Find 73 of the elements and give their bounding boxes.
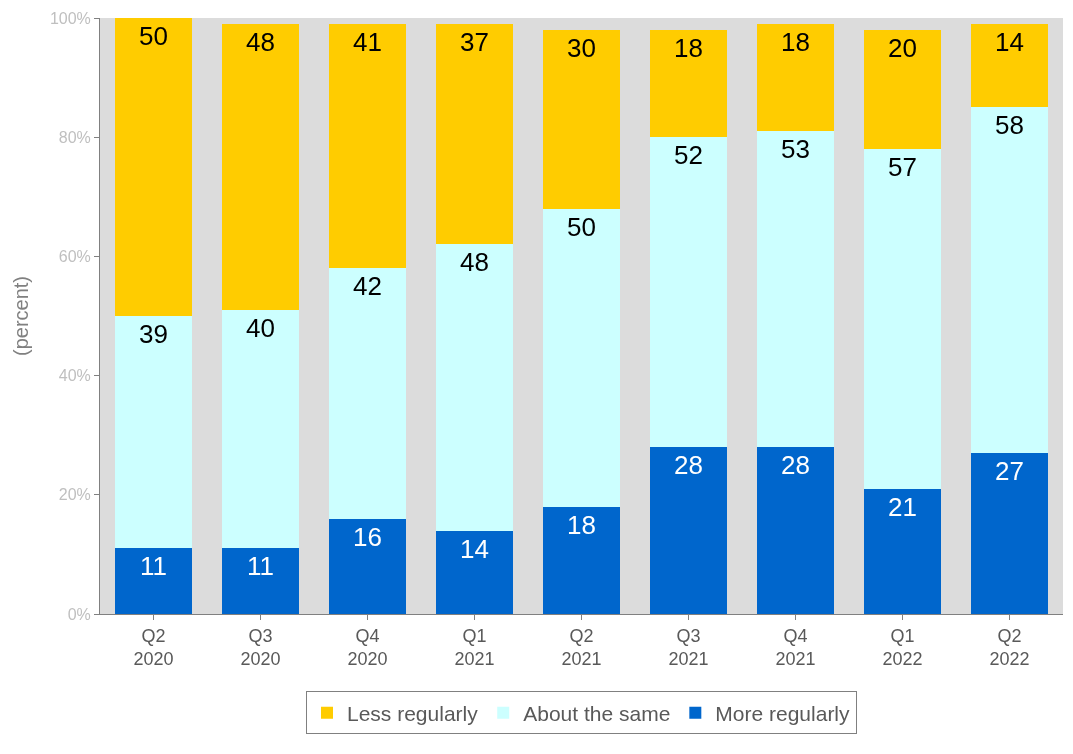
data-label: 50 [567, 211, 596, 242]
data-label: 20 [888, 32, 917, 63]
data-label: 11 [140, 551, 167, 582]
legend-label: About the same [523, 701, 671, 725]
data-label: 28 [781, 450, 810, 481]
bar [114, 548, 193, 614]
data-label: 11 [247, 551, 274, 582]
data-label: 14 [995, 26, 1024, 57]
data-label: 48 [460, 247, 489, 278]
bar [649, 137, 728, 448]
y-tick-label: 40% [58, 367, 91, 385]
bar [542, 506, 621, 614]
bar [863, 488, 942, 614]
x-tick-label: Q2 2021 [561, 625, 602, 669]
data-label: 39 [139, 319, 168, 349]
data-label: 41 [353, 26, 382, 57]
x-tick-label: Q1 2021 [454, 625, 495, 669]
bar [328, 518, 407, 614]
bar [221, 23, 300, 311]
data-label: 18 [567, 509, 596, 540]
bar [221, 548, 300, 614]
data-label: 14 [460, 533, 489, 564]
x-tick-label: Q4 2020 [347, 625, 388, 669]
data-label: 52 [674, 140, 703, 171]
bar [756, 447, 835, 614]
bar [542, 208, 621, 507]
x-tick-label: Q1 2022 [882, 625, 923, 669]
bar [863, 149, 942, 489]
data-label: 27 [995, 456, 1024, 487]
data-label: 42 [353, 271, 382, 302]
data-label: 28 [674, 450, 703, 481]
data-label: 50 [139, 21, 168, 51]
bar [328, 23, 407, 269]
data-label: 58 [995, 110, 1024, 141]
legend-label: More regularly [715, 701, 851, 725]
bar [970, 453, 1049, 614]
bar [863, 29, 942, 150]
data-label: 16 [353, 521, 382, 552]
bar [328, 268, 407, 519]
bar [114, 18, 193, 316]
data-label: 57 [888, 152, 917, 183]
x-tick-label: Q3 2021 [668, 625, 709, 669]
data-label: 37 [460, 26, 489, 57]
bar [435, 23, 514, 245]
bar [756, 131, 835, 448]
bar [221, 310, 300, 549]
y-tick-label: 80% [58, 128, 91, 146]
data-label: 18 [674, 32, 703, 63]
x-tick-label: Q2 2022 [989, 625, 1030, 669]
data-label: 53 [781, 134, 810, 165]
x-tick-label: Q3 2020 [240, 625, 281, 669]
bar [756, 23, 835, 132]
bar [114, 316, 193, 549]
bar [970, 23, 1049, 108]
bar [970, 107, 1049, 454]
y-tick-label: 20% [58, 486, 91, 504]
bar [542, 29, 621, 209]
y-axis-title: (percent) [10, 275, 33, 357]
data-label: 30 [567, 32, 596, 63]
legend-label: Less regularly [347, 701, 479, 725]
data-label: 40 [246, 313, 275, 344]
bar [649, 447, 728, 614]
y-tick-label: 0% [67, 605, 91, 623]
x-tick-label: Q2 2020 [133, 625, 174, 669]
data-label: 21 [888, 491, 917, 522]
bar [435, 244, 514, 531]
data-label: 18 [781, 26, 810, 57]
y-tick-label: 100% [49, 9, 91, 27]
data-label: 48 [246, 26, 275, 57]
bar [649, 29, 728, 138]
x-tick-label: Q4 2021 [775, 625, 816, 669]
bar [435, 530, 514, 614]
y-tick-label: 60% [58, 248, 91, 265]
